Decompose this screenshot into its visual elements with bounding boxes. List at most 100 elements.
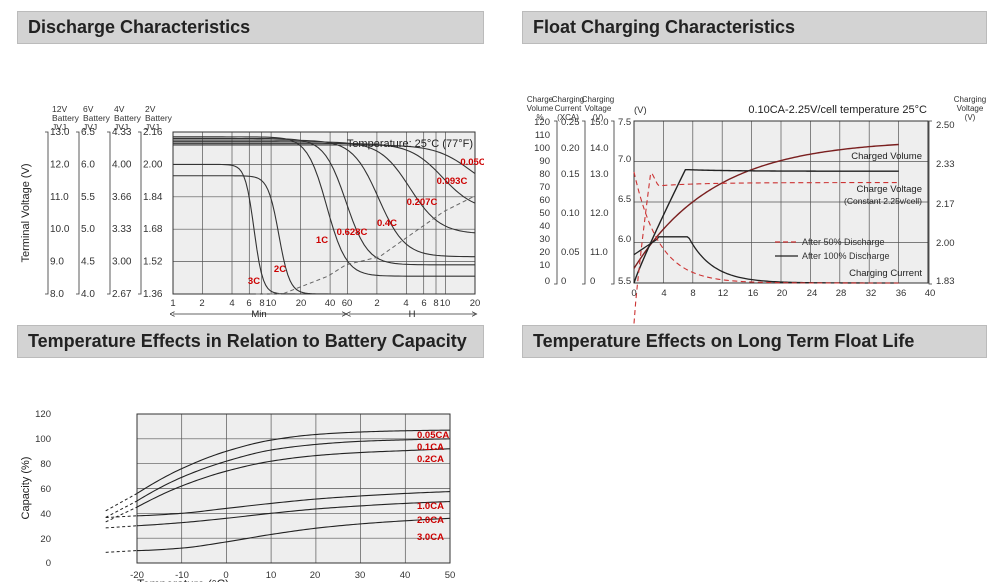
svg-text:28: 28 [836, 288, 847, 299]
svg-text:0: 0 [46, 558, 51, 569]
svg-text:13.0: 13.0 [50, 127, 70, 138]
svg-text:Terminal Voltage (V): Terminal Voltage (V) [20, 163, 32, 262]
svg-text:3.33: 3.33 [112, 224, 132, 235]
svg-text:4: 4 [403, 298, 408, 309]
svg-text:0.10CA-2.25V/cell temperature: 0.10CA-2.25V/cell temperature 25°C [748, 104, 927, 116]
svg-text:2.00: 2.00 [936, 238, 955, 249]
svg-text:36: 36 [896, 288, 907, 299]
svg-text:0.15: 0.15 [561, 169, 580, 180]
svg-text:80: 80 [40, 459, 51, 470]
svg-text:3.0CA: 3.0CA [417, 532, 444, 543]
svg-text:0.05CA: 0.05CA [417, 430, 449, 441]
svg-text:6.0: 6.0 [618, 234, 631, 245]
svg-text:Charge: Charge [527, 95, 554, 104]
svg-text:20: 20 [777, 288, 788, 299]
svg-text:4.5: 4.5 [81, 257, 95, 268]
svg-text:20: 20 [310, 570, 321, 581]
svg-text:Temperature (°C): Temperature (°C) [137, 577, 229, 582]
svg-text:4: 4 [229, 298, 234, 309]
svg-text:5.0: 5.0 [81, 224, 95, 235]
svg-text:5.5: 5.5 [618, 276, 631, 287]
svg-text:20: 20 [470, 298, 481, 309]
svg-text:1.36: 1.36 [143, 289, 163, 300]
svg-text:12.0: 12.0 [50, 159, 70, 170]
svg-text:14.0: 14.0 [590, 143, 609, 154]
svg-text:Voltage: Voltage [585, 104, 612, 113]
svg-text:30: 30 [355, 570, 366, 581]
svg-text:11.0: 11.0 [50, 192, 69, 203]
svg-text:0: 0 [545, 276, 550, 287]
svg-text:6: 6 [421, 298, 426, 309]
svg-text:10.0: 10.0 [50, 224, 70, 235]
svg-text:9.0: 9.0 [50, 257, 64, 268]
svg-text:4: 4 [661, 288, 666, 299]
svg-text:0: 0 [590, 276, 595, 287]
svg-text:Min: Min [251, 309, 266, 320]
svg-text:5.5: 5.5 [81, 192, 95, 203]
svg-text:Current: Current [555, 104, 582, 113]
svg-text:H: H [409, 309, 416, 320]
svg-text:80: 80 [539, 169, 550, 180]
svg-text:8.0: 8.0 [50, 289, 64, 300]
svg-text:1.0CA: 1.0CA [417, 501, 444, 512]
svg-text:24: 24 [807, 288, 818, 299]
svg-text:3.00: 3.00 [112, 257, 132, 268]
svg-text:40: 40 [400, 570, 411, 581]
svg-text:Temperature: 25°C (77°F): Temperature: 25°C (77°F) [347, 138, 473, 150]
svg-text:2.00: 2.00 [143, 159, 163, 170]
svg-text:11.0: 11.0 [590, 247, 608, 258]
svg-text:Charging: Charging [954, 95, 986, 104]
svg-text:60: 60 [539, 195, 550, 206]
svg-text:20: 20 [296, 298, 307, 309]
svg-text:6.5: 6.5 [81, 127, 95, 138]
svg-text:0.05: 0.05 [561, 247, 580, 258]
svg-text:3.66: 3.66 [112, 192, 132, 203]
svg-text:2.50: 2.50 [936, 120, 955, 131]
svg-text:40: 40 [40, 509, 51, 520]
svg-text:40: 40 [325, 298, 336, 309]
svg-text:4.0: 4.0 [81, 289, 95, 300]
svg-text:60: 60 [40, 484, 51, 495]
svg-text:2.16: 2.16 [143, 127, 163, 138]
svg-text:0.2CA: 0.2CA [417, 454, 444, 465]
svg-text:1: 1 [170, 298, 175, 309]
svg-text:0.20: 0.20 [561, 143, 580, 154]
svg-text:20: 20 [40, 534, 51, 545]
svg-text:2.0CA: 2.0CA [417, 515, 444, 526]
svg-text:20: 20 [539, 247, 550, 258]
svg-text:120: 120 [534, 117, 550, 128]
svg-text:(V): (V) [965, 113, 976, 122]
svg-text:0.05C: 0.05C [460, 157, 484, 168]
svg-text:6: 6 [246, 298, 251, 309]
svg-text:40: 40 [925, 288, 936, 299]
svg-text:Voltage: Voltage [957, 104, 984, 113]
svg-text:90: 90 [539, 156, 550, 167]
svg-text:Charged Volume: Charged Volume [851, 151, 922, 162]
svg-text:0: 0 [631, 288, 636, 299]
svg-text:Charge Voltage: Charge Voltage [857, 184, 923, 195]
svg-text:0.25: 0.25 [561, 117, 580, 128]
svg-text:60: 60 [342, 298, 353, 309]
svg-text:4.33: 4.33 [112, 127, 132, 138]
svg-text:70: 70 [539, 182, 550, 193]
svg-text:After 100% Discharge: After 100% Discharge [802, 251, 890, 261]
svg-text:110: 110 [535, 130, 550, 141]
svg-text:8: 8 [690, 288, 695, 299]
svg-text:7.5: 7.5 [618, 117, 631, 128]
svg-text:100: 100 [35, 434, 51, 445]
svg-text:1.83: 1.83 [936, 276, 955, 287]
svg-text:1C: 1C [316, 235, 328, 246]
svg-text:Capacity (%): Capacity (%) [20, 457, 32, 520]
svg-text:0.093C: 0.093C [437, 176, 468, 187]
svg-text:13.0: 13.0 [590, 169, 609, 180]
svg-text:(V): (V) [634, 105, 647, 116]
svg-text:2C: 2C [274, 264, 286, 275]
svg-text:8: 8 [433, 298, 438, 309]
svg-text:0: 0 [561, 276, 566, 287]
svg-text:15.0: 15.0 [590, 117, 609, 128]
svg-text:2.17: 2.17 [936, 199, 955, 210]
svg-text:40: 40 [539, 221, 550, 232]
svg-text:1.84: 1.84 [143, 192, 163, 203]
svg-text:0.207C: 0.207C [407, 197, 438, 208]
svg-text:After 50% Discharge: After 50% Discharge [802, 237, 885, 247]
